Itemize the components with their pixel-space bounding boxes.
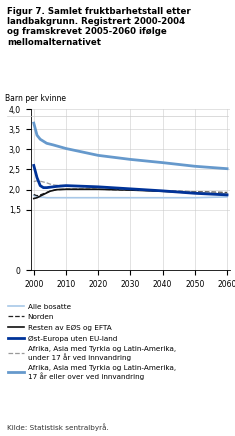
Text: Kilde: Statistisk sentralbyrå.: Kilde: Statistisk sentralbyrå. <box>7 423 109 431</box>
Text: Figur 7. Samlet fruktbarhetstall etter
landbakgrunn. Registrert 2000-2004
og fra: Figur 7. Samlet fruktbarhetstall etter l… <box>7 7 191 47</box>
Text: Barn per kvinne: Barn per kvinne <box>5 94 66 102</box>
Legend: Alle bosatte, Norden, Resten av EØS og EFTA, Øst-Europa uten EU-land, Afrika, As: Alle bosatte, Norden, Resten av EØS og E… <box>8 303 176 380</box>
